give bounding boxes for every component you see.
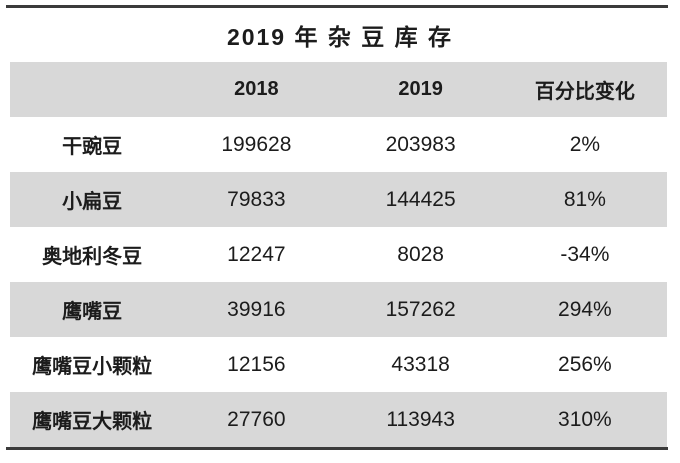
inventory-table-page: 2019 年 杂 豆 库 存 2018 2019 百分比变化 干豌豆 19962…: [0, 5, 680, 463]
row-name: 干豌豆: [62, 136, 123, 158]
row-2018-value: 199628: [221, 132, 292, 156]
row-2018-value: 39916: [227, 297, 286, 321]
row-name: 奥地利冬豆: [42, 246, 143, 268]
table-row: 鹰嘴豆大颗粒 27760 113943 310%: [10, 392, 667, 447]
row-2019-value: 157262: [385, 297, 456, 321]
table-row: 干豌豆 199628 203983 2%: [10, 117, 667, 172]
row-2019-value: 113943: [386, 407, 455, 431]
row-2019-value: 43318: [391, 352, 450, 376]
table-row: 鹰嘴豆 39916 157262 294%: [10, 282, 667, 337]
header-cell-2019: 2019: [398, 78, 443, 100]
table-row: 奥地利冬豆 12247 8028 -34%: [10, 227, 667, 282]
header-cell-percent-change: 百分比变化: [534, 81, 635, 103]
row-change-value: -34%: [560, 242, 610, 266]
row-name: 鹰嘴豆: [62, 301, 123, 323]
inventory-table: 2018 2019 百分比变化 干豌豆 199628 203983 2% 小扁豆…: [10, 62, 667, 447]
table-header-row: 2018 2019 百分比变化: [10, 62, 667, 117]
row-change-value: 256%: [558, 352, 612, 376]
row-2018-value: 79833: [227, 187, 286, 211]
row-2018-value: 12247: [227, 242, 286, 266]
row-2019-value: 144425: [385, 187, 456, 211]
table-row: 鹰嘴豆小颗粒 12156 43318 256%: [10, 337, 667, 392]
title-bar: 2019 年 杂 豆 库 存: [0, 8, 680, 62]
table-row: 小扁豆 79833 144425 81%: [10, 172, 667, 227]
row-change-value: 81%: [563, 187, 606, 211]
row-2019-value: 8028: [397, 242, 444, 266]
row-2018-value: 12156: [227, 352, 286, 376]
row-change-value: 294%: [558, 297, 612, 321]
row-2018-value: 27760: [227, 407, 286, 431]
row-change-value: 310%: [558, 407, 612, 431]
row-name: 鹰嘴豆大颗粒: [32, 411, 153, 433]
header-cell-2018: 2018: [234, 78, 279, 100]
page-title: 2019 年 杂 豆 库 存: [226, 24, 454, 50]
row-2019-value: 203983: [385, 132, 456, 156]
bottom-rule-divider: [6, 447, 668, 450]
row-name: 鹰嘴豆小颗粒: [32, 356, 153, 378]
row-change-value: 2%: [569, 132, 601, 156]
row-name: 小扁豆: [62, 191, 123, 213]
top-rule-divider: [6, 5, 668, 8]
